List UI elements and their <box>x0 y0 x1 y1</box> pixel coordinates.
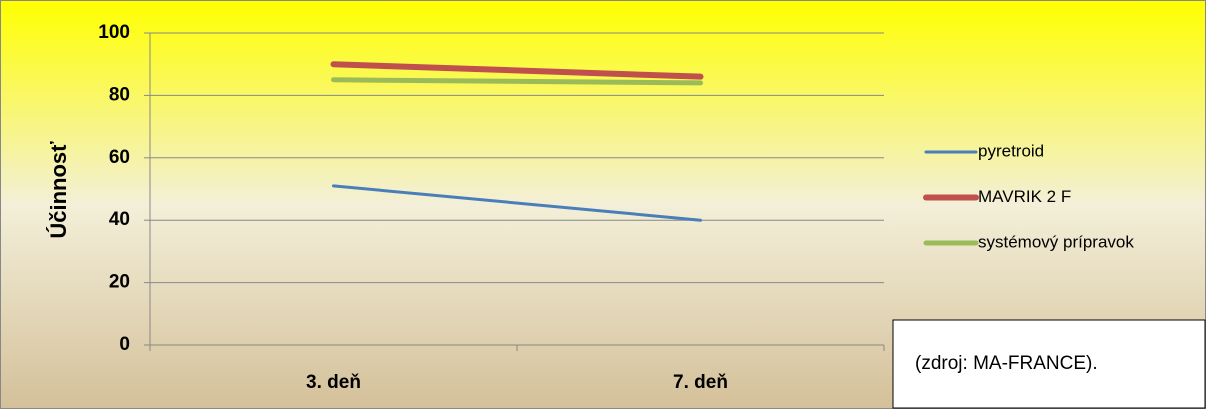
y-tick-label: 20 <box>109 272 130 293</box>
legend-label: pyretroid <box>978 141 1044 160</box>
y-tick-label: 40 <box>109 209 130 230</box>
series-line <box>332 184 702 222</box>
y-tick-label: 80 <box>109 84 130 105</box>
x-tick-label: 3. deň <box>306 372 361 393</box>
legend-label: systémový prípravok <box>978 232 1134 251</box>
legend-label: MAVRIK 2 F <box>978 187 1071 206</box>
y-tick-label: 0 <box>119 334 130 355</box>
y-axis-label: Účinnosť <box>46 141 71 239</box>
y-tick-label: 100 <box>98 22 130 43</box>
series-line <box>330 61 704 80</box>
x-tick-label: 7. deň <box>673 372 728 393</box>
y-tick-label: 60 <box>109 147 130 168</box>
series-line <box>331 77 703 86</box>
annotation: (zdroj: MA-FRANCE). <box>915 353 1098 374</box>
annotation-box <box>892 319 1206 409</box>
